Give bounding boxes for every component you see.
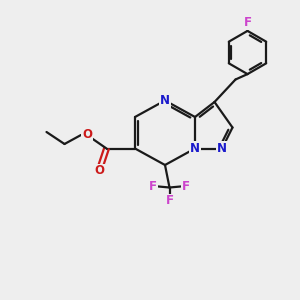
Text: N: N [190,142,200,155]
Text: N: N [217,142,227,155]
Text: F: F [166,194,173,208]
Text: F: F [149,179,157,193]
Text: F: F [244,16,251,29]
Text: O: O [82,128,92,142]
Text: N: N [160,94,170,107]
Text: F: F [182,179,190,193]
Text: O: O [94,164,104,178]
